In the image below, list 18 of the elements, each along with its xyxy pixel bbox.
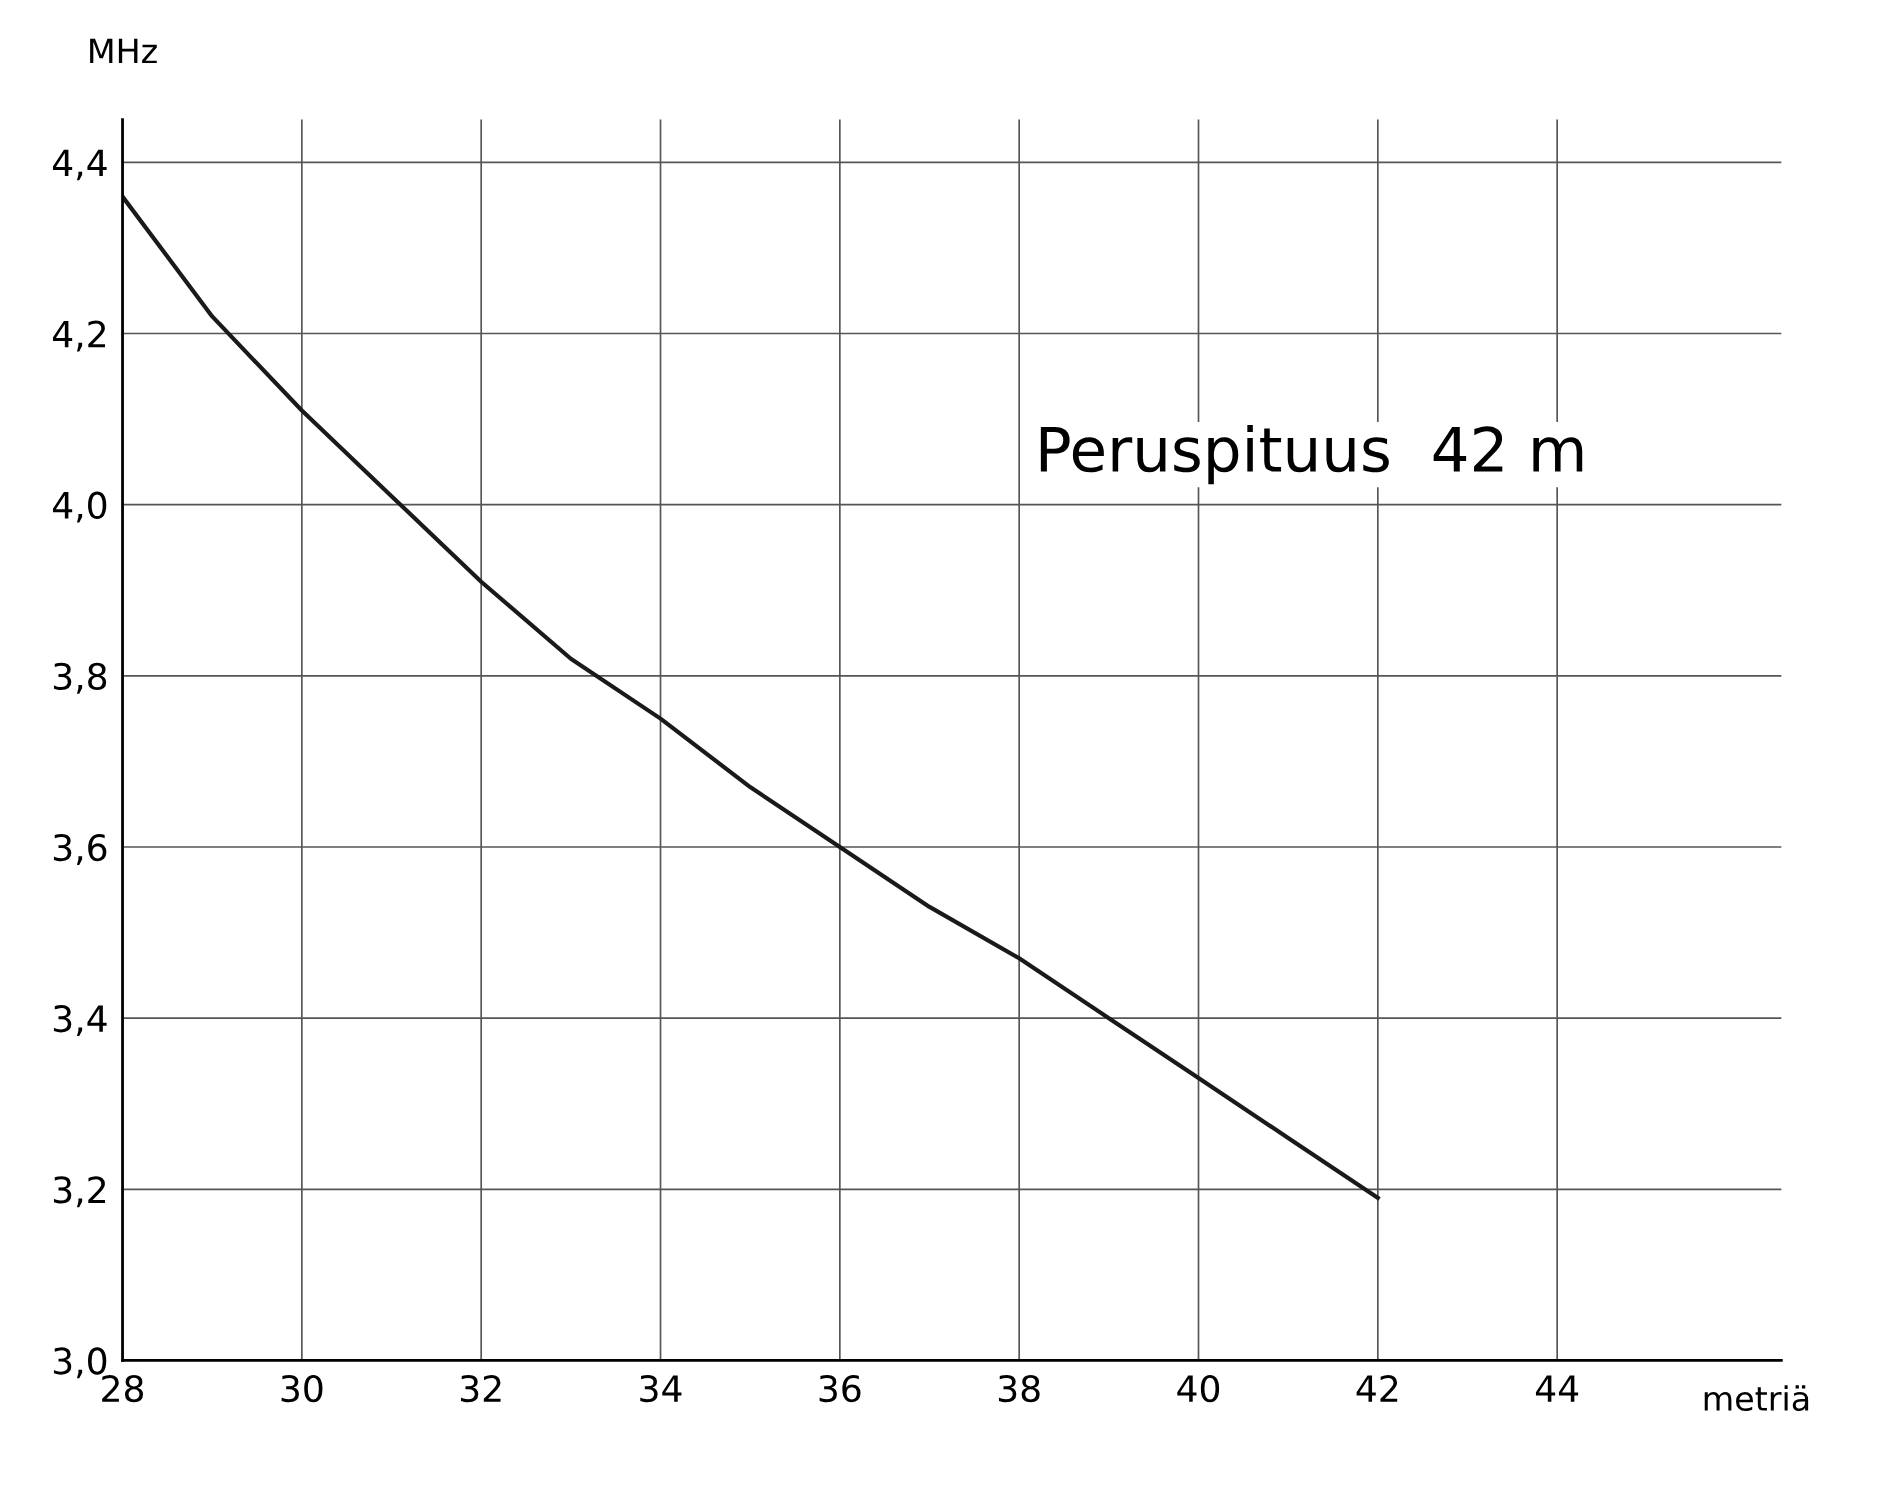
y-tick-label: 3,2 [53,1176,106,1208]
x-tick-label: 40 [1177,1374,1220,1403]
x-tick-label: 42 [1356,1374,1398,1402]
x-axis-title: metriä [1704,1385,1809,1412]
annotation: Peruspituus 42 m [1040,425,1583,485]
y-tick-label: 4,2 [52,320,106,352]
y-tick-label: 4,0 [52,491,107,523]
y-tick-label: 3,6 [53,833,107,865]
y-axis-title: MHz [90,38,157,64]
y-tick-label: 3,8 [53,662,107,694]
x-tick-label: 36 [819,1374,861,1403]
x-tick-label: 44 [1535,1375,1579,1402]
x-tick-label: 38 [998,1374,1040,1403]
x-tick-label: 30 [281,1374,323,1403]
y-tick-label: 4,4 [52,149,107,181]
x-tick-label: 34 [640,1374,682,1403]
y-tick-label: 3,4 [53,1005,107,1037]
x-tick-label: 32 [460,1374,501,1403]
